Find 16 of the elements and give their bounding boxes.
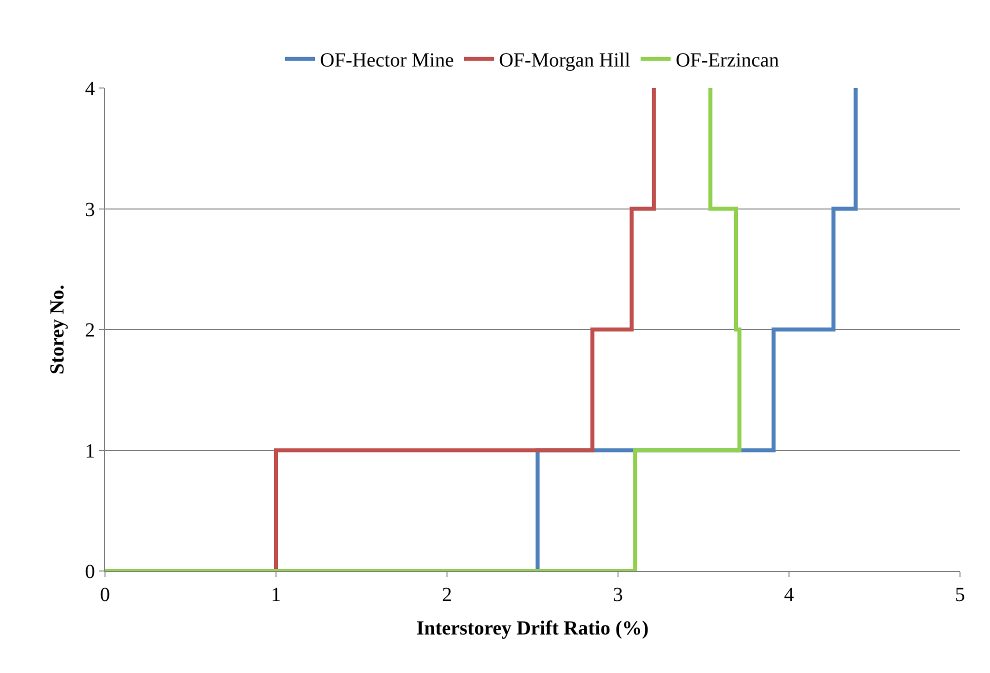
x-axis-title: Interstorey Drift Ratio (%) [416, 618, 649, 640]
y-tick-label: 2 [85, 320, 95, 342]
x-tick-label: 1 [271, 584, 281, 606]
y-tick-label: 1 [85, 440, 95, 462]
x-tick-label: 5 [955, 584, 965, 606]
legend-label: OF-Erzincan [676, 50, 780, 72]
y-tick-label: 0 [85, 561, 95, 583]
legend-label: OF-Hector Mine [320, 50, 454, 72]
y-tick-label: 3 [85, 198, 95, 221]
x-tick-label: 2 [442, 584, 452, 606]
x-tick-label: 3 [613, 584, 623, 606]
x-tick-label: 4 [784, 584, 794, 606]
y-axis-title: Storey No. [46, 284, 68, 374]
x-tick-label: 0 [100, 584, 110, 606]
y-tick-label: 4 [85, 78, 95, 100]
legend-label: OF-Morgan Hill [498, 50, 631, 72]
